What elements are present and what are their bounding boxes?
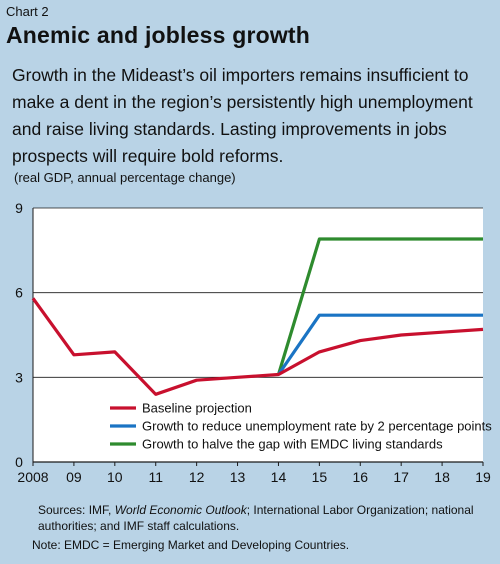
x-tick-label: 16 — [352, 469, 368, 485]
chart-subtitle: Growth in the Mideast’s oil importers re… — [12, 65, 473, 166]
chart-label: Chart 2 — [6, 4, 49, 19]
legend-label: Baseline projection — [142, 401, 252, 416]
x-tick-label: 19 — [475, 469, 491, 485]
series-line-baseline — [31, 297, 484, 396]
units-label: (real GDP, annual percentage change) — [14, 170, 236, 185]
x-tick-label: 12 — [189, 469, 205, 485]
line-chart: 0 3 6 9 2008 09 10 11 12 13 14 15 16 17 18 19 Baseline p… — [15, 200, 492, 485]
x-tick-label: 2008 — [17, 469, 48, 485]
legend-label: Growth to reduce unemployment rate by 2 … — [142, 419, 492, 434]
y-tick-label: 6 — [15, 285, 23, 301]
sources-prefix: Sources: IMF, — [38, 503, 115, 517]
series-line-unemployment — [277, 313, 483, 376]
abbreviation-note: Note: EMDC = Emerging Market and Develop… — [32, 538, 350, 552]
x-tick-label: 17 — [393, 469, 409, 485]
x-tick-label: 13 — [230, 469, 246, 485]
legend-label: Growth to halve the gap with EMDC living… — [142, 437, 443, 452]
x-tick-label: 18 — [434, 469, 450, 485]
x-tick-label: 14 — [271, 469, 287, 485]
sources-note: Sources: IMF, World Economic Outlook; In… — [38, 502, 493, 534]
x-tick-label: 10 — [107, 469, 123, 485]
y-tick-label: 9 — [15, 200, 23, 216]
sources-italic: World Economic Outlook — [114, 503, 247, 517]
x-tick-label: 15 — [312, 469, 328, 485]
x-tick-label: 09 — [66, 469, 82, 485]
y-tick-label: 3 — [15, 369, 23, 385]
y-tick-label: 0 — [15, 454, 23, 470]
chart-title: Anemic and jobless growth — [6, 22, 311, 48]
x-tick-label: 11 — [148, 469, 163, 485]
sources-suffix: ; International Labor Organization; nati… — [38, 503, 474, 533]
series-line-emdc — [276, 237, 483, 375]
